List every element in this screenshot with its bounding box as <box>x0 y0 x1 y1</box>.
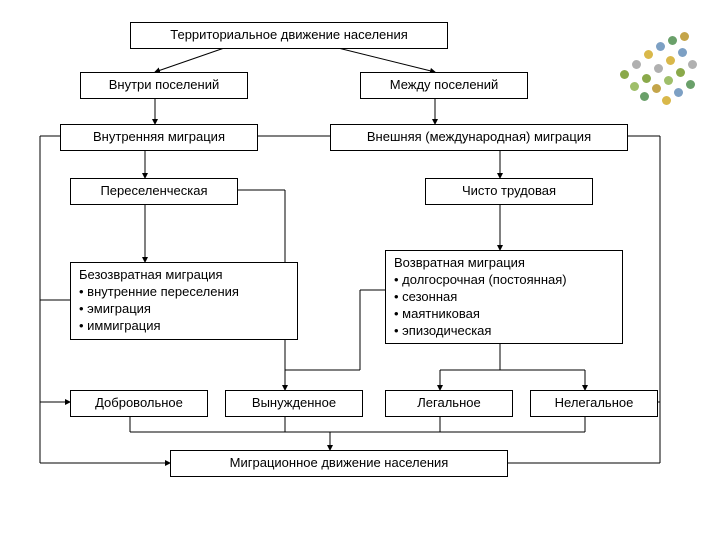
box-forced-line: Вынужденное <box>234 395 354 412</box>
box-irrevocable: Безозвратная миграция• внутренние пересе… <box>70 262 298 340</box>
dot-icon <box>654 64 663 73</box>
box-between: Между поселений <box>360 72 528 99</box>
dot-icon <box>620 70 629 79</box>
dot-icon <box>652 84 661 93</box>
box-returnmig-line: • долгосрочная (постоянная) <box>394 272 614 289</box>
box-summary: Миграционное движение населения <box>170 450 508 477</box>
dot-icon <box>686 80 695 89</box>
box-voluntary-line: Добровольное <box>79 395 199 412</box>
dot-icon <box>666 56 675 65</box>
dot-icon <box>640 92 649 101</box>
dot-icon <box>644 50 653 59</box>
dot-icon <box>680 32 689 41</box>
edge-0 <box>155 46 230 72</box>
box-returnmig-line: Возвратная миграция <box>394 255 614 272</box>
dot-icon <box>688 60 697 69</box>
box-inside-line: Внутри поселений <box>89 77 239 94</box>
edge-1 <box>330 46 435 72</box>
box-between-line: Между поселений <box>369 77 519 94</box>
box-labor-line: Чисто трудовая <box>434 183 584 200</box>
box-returnmig-line: • эпизодическая <box>394 323 614 340</box>
box-internal-line: Внутренняя миграция <box>69 129 249 146</box>
dot-icon <box>656 42 665 51</box>
box-returnmig: Возвратная миграция• долгосрочная (посто… <box>385 250 623 344</box>
box-inside: Внутри поселений <box>80 72 248 99</box>
box-irrevocable-line: • внутренние переселения <box>79 284 289 301</box>
box-root-line: Территориальное движение населения <box>139 27 439 44</box>
box-resettle-line: Переселенческая <box>79 183 229 200</box>
box-legal-line: Легальное <box>394 395 504 412</box>
box-returnmig-line: • сезонная <box>394 289 614 306</box>
box-forced: Вынужденное <box>225 390 363 417</box>
dot-icon <box>642 74 651 83</box>
box-labor: Чисто трудовая <box>425 178 593 205</box>
dot-icon <box>630 82 639 91</box>
dot-icon <box>676 68 685 77</box>
box-illegal: Нелегальное <box>530 390 658 417</box>
box-legal: Легальное <box>385 390 513 417</box>
box-external: Внешняя (международная) миграция <box>330 124 628 151</box>
dot-icon <box>674 88 683 97</box>
box-summary-line: Миграционное движение населения <box>179 455 499 472</box>
dot-icon <box>668 36 677 45</box>
box-voluntary: Добровольное <box>70 390 208 417</box>
box-irrevocable-line: Безозвратная миграция <box>79 267 289 284</box>
dot-icon <box>632 60 641 69</box>
dot-icon <box>664 76 673 85</box>
dot-icon <box>678 48 687 57</box>
box-irrevocable-line: • эмиграция <box>79 301 289 318</box>
decoration-dots <box>620 30 700 110</box>
box-resettle: Переселенческая <box>70 178 238 205</box>
box-illegal-line: Нелегальное <box>539 395 649 412</box>
box-external-line: Внешняя (международная) миграция <box>339 129 619 146</box>
box-irrevocable-line: • иммиграция <box>79 318 289 335</box>
box-root: Территориальное движение населения <box>130 22 448 49</box>
dot-icon <box>662 96 671 105</box>
box-returnmig-line: • маятниковая <box>394 306 614 323</box>
box-internal: Внутренняя миграция <box>60 124 258 151</box>
